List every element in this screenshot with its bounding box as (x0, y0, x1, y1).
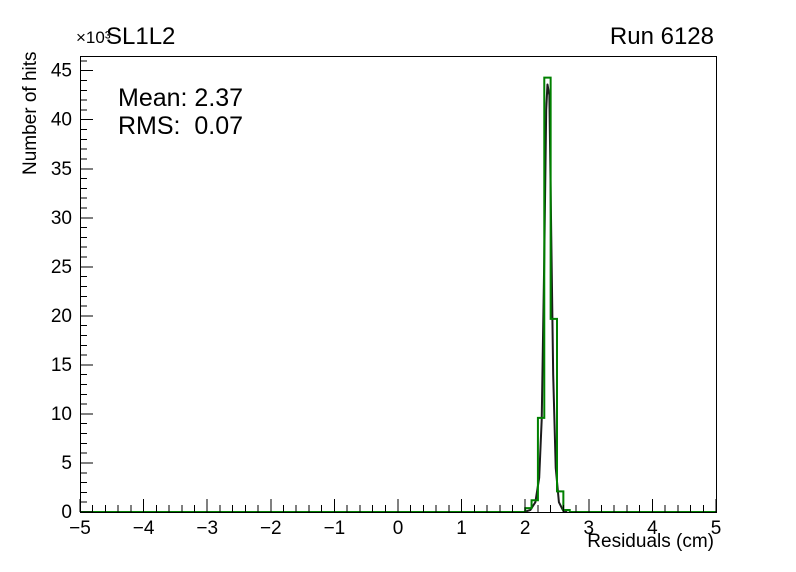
y-tick-label: 5 (61, 453, 72, 474)
plot-frame (80, 56, 717, 513)
chart-title: SL1L2 (106, 23, 175, 50)
y-tick-label: 30 (51, 208, 72, 229)
x-tick-label: 5 (711, 518, 722, 539)
y-tick-label: 0 (61, 502, 72, 523)
y-tick-label: 10 (51, 404, 72, 425)
x-axis-title: Residuals (cm) (587, 531, 714, 552)
x-tick-label: 2 (520, 518, 531, 539)
x-tick-label: −5 (69, 518, 91, 539)
histogram-series (80, 76, 716, 513)
x-tick-label: 1 (456, 518, 467, 539)
y-axis-title: Number of hits (20, 51, 41, 175)
y-tick-label: 35 (51, 159, 72, 180)
x-tick-label: 4 (647, 518, 658, 539)
x-tick-label: −4 (133, 518, 155, 539)
y-tick-label: 40 (51, 110, 72, 131)
axis-ticks (79, 60, 717, 513)
run-label: Run 6128 (610, 23, 714, 50)
annotation-mean: Mean: 2.37 (118, 84, 243, 112)
residuals-histogram-green (80, 76, 716, 513)
annotation-rms: RMS: 0.07 (118, 112, 243, 140)
y-tick-label: 45 (51, 61, 72, 82)
x-tick-label: 0 (393, 518, 404, 539)
y-tick-label: 20 (51, 306, 72, 327)
x-tick-label: −3 (196, 518, 218, 539)
y-axis-scale-label: ×10³ (76, 28, 111, 47)
fit-curve-black (523, 83, 568, 513)
x-tick-label: 3 (584, 518, 595, 539)
x-tick-label: −2 (260, 518, 282, 539)
y-tick-label: 25 (51, 257, 72, 278)
x-tick-label: −1 (324, 518, 346, 539)
y-tick-label: 15 (51, 355, 72, 376)
